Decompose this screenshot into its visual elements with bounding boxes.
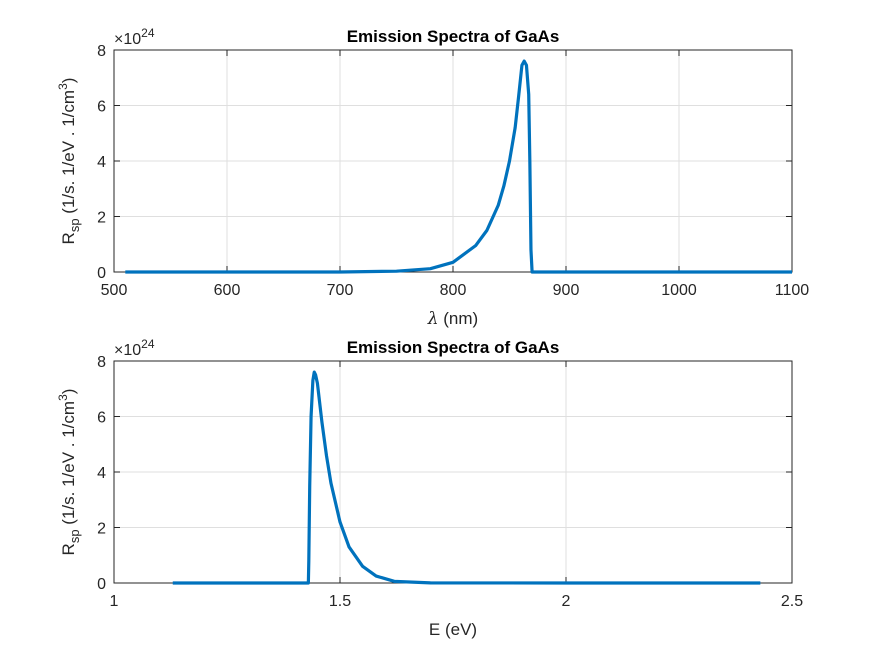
x-tick-label: 500 <box>101 282 128 299</box>
x-tick-label: 1 <box>110 593 119 610</box>
y-tick-label: 0 <box>97 576 106 593</box>
y-tick-label: 6 <box>97 410 106 427</box>
x-tick-label: 1100 <box>775 282 810 299</box>
y-tick-label: 6 <box>97 99 106 116</box>
x-axis-label: E (eV) <box>429 620 477 639</box>
series-line <box>172 370 761 585</box>
y-tick-label: 4 <box>97 154 106 171</box>
chart-title: Emission Spectra of GaAs <box>347 27 560 46</box>
y-axis-label: Rsp (1/s. 1/eV . 1/cm3) <box>56 389 82 556</box>
y-tick-label: 8 <box>97 354 106 371</box>
y-exponent-label: ×1024 <box>114 26 155 48</box>
y-exponent-label: ×1024 <box>114 337 155 359</box>
y-tick-label: 2 <box>97 521 106 538</box>
chart-panel-1: 500 600 700 800 900 1000 1100 0 2 4 6 8 ×1024 Emissio… <box>56 26 809 329</box>
y-tick-label: 0 <box>97 265 106 282</box>
x-tick-label: 800 <box>440 282 467 299</box>
y-tick-label: 8 <box>97 43 106 60</box>
chart-title: Emission Spectra of GaAs <box>347 338 560 357</box>
series-line <box>125 59 792 274</box>
x-axis-label: λ (nm) <box>427 309 478 329</box>
x-tick-label: 700 <box>327 282 354 299</box>
x-tick-label: 1.5 <box>329 593 351 610</box>
y-tick-label: 2 <box>97 210 106 227</box>
x-tick-label: 1000 <box>661 282 697 299</box>
x-tick-label: 2.5 <box>781 593 803 610</box>
x-tick-label: 600 <box>214 282 241 299</box>
x-tick-label: 2 <box>562 593 571 610</box>
chart-panel-2: 1 1.5 2 2.5 0 2 4 6 8 ×1024 Emission Spectra of Ga… <box>56 337 803 639</box>
y-tick-label: 4 <box>97 465 106 482</box>
y-axis-label: Rsp (1/s. 1/eV . 1/cm3) <box>56 78 82 245</box>
x-tick-label: 900 <box>553 282 580 299</box>
